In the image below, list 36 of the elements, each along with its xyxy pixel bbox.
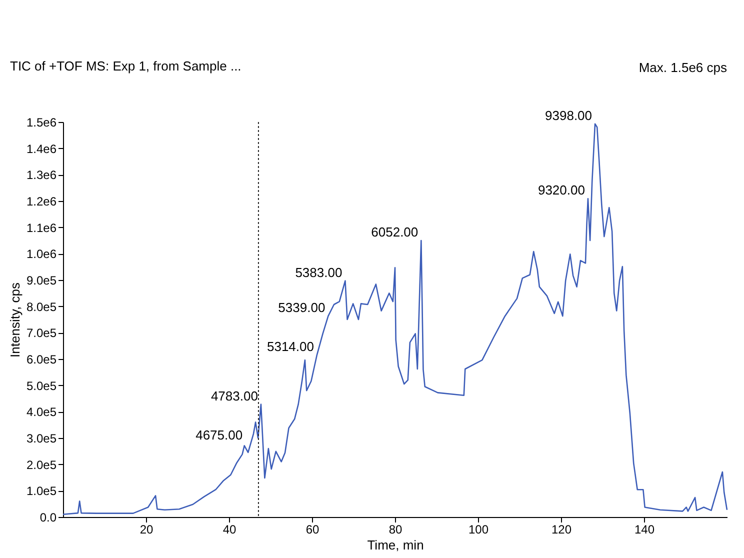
annotation: 9398.00	[545, 108, 592, 123]
y-tick-label: 7.0e5	[26, 326, 57, 340]
y-tick-label: 1.0e6	[26, 247, 57, 262]
line-series	[62, 123, 728, 516]
y-tick-label: 1.0e5	[26, 484, 57, 498]
y-tick-label: 0.0	[40, 510, 57, 524]
y-tick-label: 3.0e5	[26, 432, 57, 446]
annotation: 4783.00	[210, 388, 258, 404]
annotation: 5383.00	[295, 264, 342, 280]
annotation: 4675.00	[196, 427, 243, 442]
y-axis-title: Intensity, cps	[7, 282, 22, 358]
annotation: 6052.00	[371, 224, 418, 240]
x-tick-label: 140	[634, 522, 655, 536]
x-tick-label: 60	[306, 522, 320, 536]
x-tick-label: 20	[140, 522, 154, 536]
y-tick-label: 5.0e5	[26, 378, 57, 393]
y-tick-label: 1.1e6	[26, 220, 57, 235]
y-tick-label: 8.0e5	[26, 300, 57, 314]
x-axis-title: Time, min	[367, 538, 424, 552]
y-tick-label: 1.2e6	[26, 194, 57, 208]
x-tick-label: 120	[551, 522, 572, 536]
annotation: 9320.00	[538, 182, 585, 198]
annotation: 5339.00	[278, 300, 326, 316]
y-tick-label: 2.0e5	[26, 458, 57, 472]
x-tick-label: 40	[222, 522, 236, 536]
y-tick-label: 6.0e5	[26, 352, 57, 366]
y-tick-label: 1.5e6	[26, 116, 57, 130]
text: TIC of +TOF MS: Exp 1, from Sample ...	[10, 58, 242, 74]
x-tick-label: 80	[388, 522, 402, 536]
x-tick-label: 100	[468, 522, 489, 536]
y-tick-label: 9.0e5	[26, 274, 57, 288]
annotation: 5314.00	[266, 338, 314, 354]
text: Max. 1.5e6 cps	[638, 60, 728, 75]
y-tick-label: 1.3e6	[26, 168, 57, 182]
y-tick-label: 1.4e6	[26, 142, 57, 156]
y-tick-label: 4.0e5	[26, 405, 57, 420]
